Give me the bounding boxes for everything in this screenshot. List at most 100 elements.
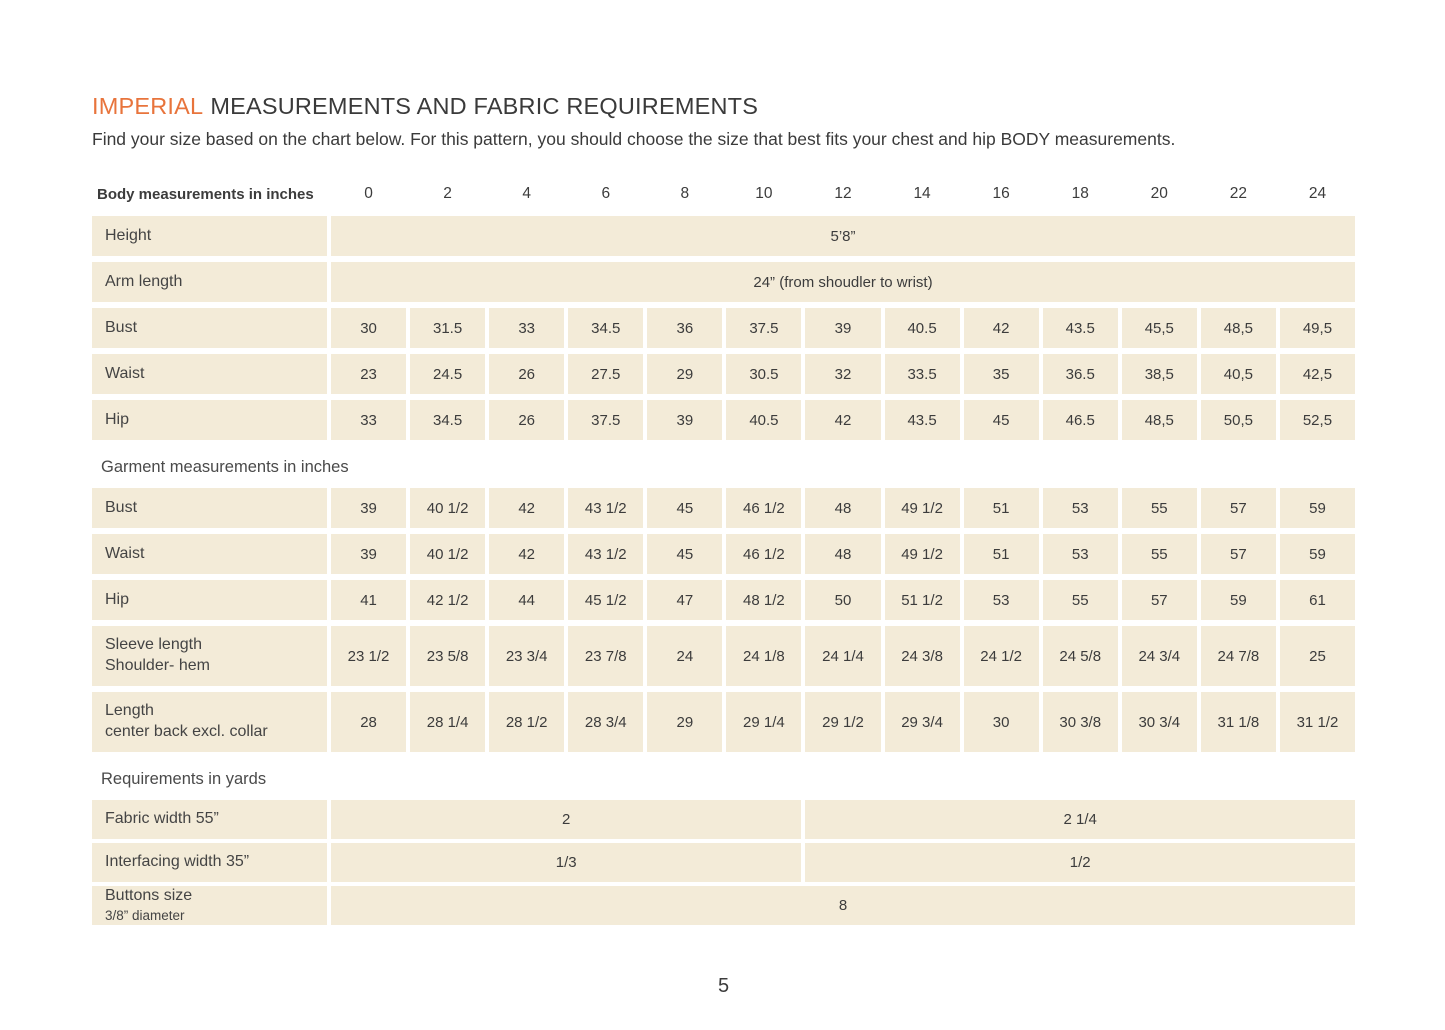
row-label-small-text: 3/8” diameter xyxy=(105,908,185,924)
span-value-cell: 5’8” xyxy=(331,216,1355,257)
table-row: Height 5’8” xyxy=(92,216,1355,257)
value-cell: 23 3/4 xyxy=(489,626,565,687)
row-label-text: Buttons size xyxy=(105,887,193,905)
requirements-section-label: Requirements in yards xyxy=(101,770,267,789)
value-cell: 34.5 xyxy=(410,400,486,441)
value-cell: 44 xyxy=(489,580,565,621)
value-cell: 28 xyxy=(331,692,407,753)
column-header-label: Body measurements in inches xyxy=(97,185,314,203)
value-cell: 26 xyxy=(489,354,565,395)
value-cell: 23 1/2 xyxy=(331,626,407,687)
table-row: Fabric width 55” 2 2 1/4 xyxy=(92,800,1355,840)
value-cell: 30 3/8 xyxy=(1042,692,1118,753)
value-cell: 30 xyxy=(331,308,407,349)
size-column-header: 12 xyxy=(834,185,852,203)
garment-section-label: Garment measurements in inches xyxy=(101,458,349,477)
value-cell: 45 xyxy=(647,534,723,575)
page-title-rest: MEASUREMENTS AND FABRIC REQUIREMENTS xyxy=(210,93,759,119)
table-row: Bust 30 31.5 33 34.5 36 37.5 39 40.5 42 43.5 45,5 48… xyxy=(92,308,1355,349)
size-column-header: 18 xyxy=(1071,185,1089,203)
value-cell: 43.5 xyxy=(884,400,960,441)
span-value-cell: 24” (from shoudler to wrist) xyxy=(331,262,1355,303)
page-title: IMPERIAL MEASUREMENTS AND FABRIC REQUIREM… xyxy=(92,93,1355,120)
value-cell: 42 xyxy=(489,534,565,575)
row-label-line1: Length xyxy=(105,702,154,720)
value-cell: 26 xyxy=(489,400,565,441)
table-row: Sleeve length Shoulder- hem 23 1/2 23 5/8 23… xyxy=(92,626,1355,687)
value-cell: 59 xyxy=(1279,534,1355,575)
value-cell: 30 xyxy=(963,692,1039,753)
row-label: Waist xyxy=(92,534,327,575)
value-cell: 45 xyxy=(647,488,723,529)
value-cell: 24 7/8 xyxy=(1200,626,1276,687)
value-cell: 46 1/2 xyxy=(726,488,802,529)
row-label-line2: center back excl. collar xyxy=(105,723,268,741)
value-cell: 24.5 xyxy=(410,354,486,395)
value-cell: 48 1/2 xyxy=(726,580,802,621)
row-label: Sleeve length Shoulder- hem xyxy=(92,626,327,687)
value-cell: 36 xyxy=(647,308,723,349)
value-cell: 40.5 xyxy=(884,308,960,349)
row-label: Length center back excl. collar xyxy=(92,692,327,753)
value-cell: 33 xyxy=(489,308,565,349)
row-label: Height xyxy=(92,216,327,257)
value-cell: 30.5 xyxy=(726,354,802,395)
table-row: Length center back excl. collar 28 28 1/4 28… xyxy=(92,692,1355,753)
row-label: Waist xyxy=(92,354,327,395)
value-cell: 29 3/4 xyxy=(884,692,960,753)
value-cell: 29 xyxy=(647,692,723,753)
row-label: Arm length xyxy=(92,262,327,303)
value-cell: 28 1/4 xyxy=(410,692,486,753)
value-cell: 37.5 xyxy=(568,400,644,441)
value-cell: 29 1/4 xyxy=(726,692,802,753)
value-cell: 24 5/8 xyxy=(1042,626,1118,687)
value-cell: 48,5 xyxy=(1121,400,1197,441)
row-label: Bust xyxy=(92,308,327,349)
value-cell: 50 xyxy=(805,580,881,621)
row-label: Bust xyxy=(92,488,327,529)
value-cell: 38,5 xyxy=(1121,354,1197,395)
table-row: Hip 33 34.5 26 37.5 39 40.5 42 43.5 45 46.5 48,5 50,… xyxy=(92,400,1355,441)
value-cell: 42 xyxy=(489,488,565,529)
value-cell: 45,5 xyxy=(1121,308,1197,349)
value-cell: 40,5 xyxy=(1200,354,1276,395)
size-column-header: 20 xyxy=(1150,185,1168,203)
value-cell: 28 1/2 xyxy=(489,692,565,753)
right-span-value-cell: 1/2 xyxy=(805,843,1355,883)
row-label: Fabric width 55” xyxy=(92,800,327,840)
value-cell: 28 3/4 xyxy=(568,692,644,753)
value-cell: 35 xyxy=(963,354,1039,395)
value-cell: 57 xyxy=(1200,488,1276,529)
value-cell: 49 1/2 xyxy=(884,488,960,529)
value-cell: 42 1/2 xyxy=(410,580,486,621)
value-cell: 31 1/2 xyxy=(1279,692,1355,753)
size-column-header: 10 xyxy=(755,185,773,203)
value-cell: 43 1/2 xyxy=(568,488,644,529)
size-column-header: 2 xyxy=(443,185,452,203)
value-cell: 51 xyxy=(963,534,1039,575)
value-cell: 41 xyxy=(331,580,407,621)
value-cell: 45 xyxy=(963,400,1039,441)
page-title-accent: IMPERIAL xyxy=(92,93,204,119)
value-cell: 40 1/2 xyxy=(410,488,486,529)
value-cell: 45 1/2 xyxy=(568,580,644,621)
value-cell: 53 xyxy=(963,580,1039,621)
table-row: Bust 39 40 1/2 42 43 1/2 45 46 1/2 48 49 1/2 51 53… xyxy=(92,488,1355,529)
value-cell: 48,5 xyxy=(1200,308,1276,349)
value-cell: 43 1/2 xyxy=(568,534,644,575)
size-column-header: 14 xyxy=(913,185,931,203)
value-cell: 31.5 xyxy=(410,308,486,349)
value-cell: 24 3/4 xyxy=(1121,626,1197,687)
value-cell: 49,5 xyxy=(1279,308,1355,349)
value-cell: 30 3/4 xyxy=(1121,692,1197,753)
size-column-header: 24 xyxy=(1308,185,1327,203)
value-cell: 55 xyxy=(1121,534,1197,575)
value-cell: 39 xyxy=(805,308,881,349)
table-row: Waist 23 24.5 26 27.5 29 30.5 32 33.5 35 36.5 38,5 4… xyxy=(92,354,1355,395)
right-span-value-cell: 2 1/4 xyxy=(805,800,1355,840)
page-subtitle: Find your size based on the chart below.… xyxy=(92,129,1176,149)
span-value-cell: 8 xyxy=(331,886,1355,926)
value-cell: 55 xyxy=(1121,488,1197,529)
value-cell: 39 xyxy=(647,400,723,441)
value-cell: 24 1/2 xyxy=(963,626,1039,687)
